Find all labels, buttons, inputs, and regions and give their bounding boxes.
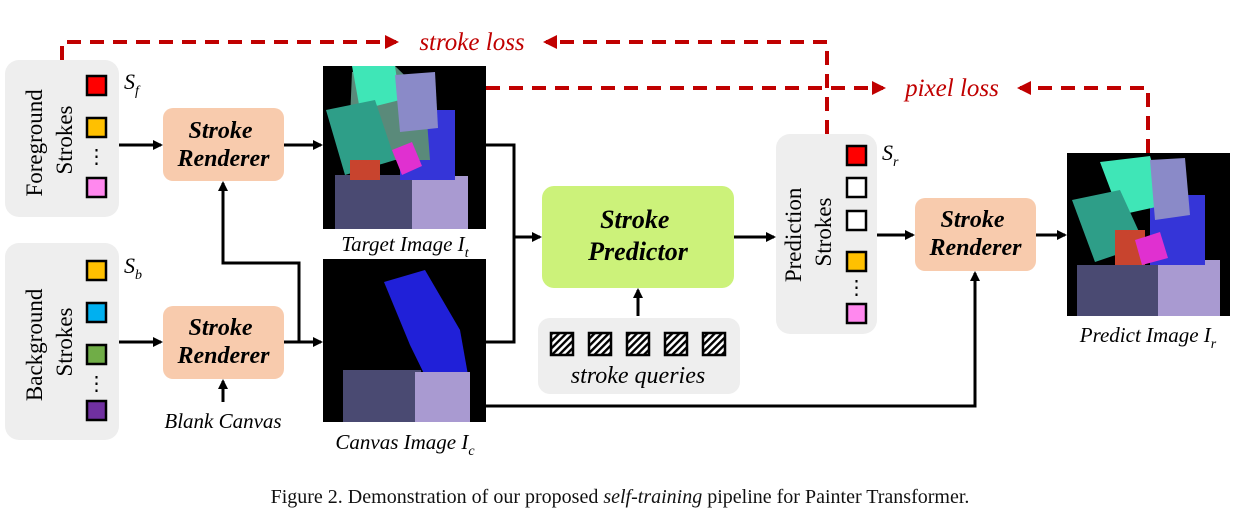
stroke-renderer-bottom-line1: Stroke: [188, 315, 252, 341]
query-token: [701, 331, 727, 357]
prediction-label-line2: Strokes: [811, 197, 836, 266]
background-label-line1: Background: [22, 288, 47, 401]
canvas-image-text: Canvas Image I: [335, 430, 469, 454]
stroke-loss-right-arrow: [543, 35, 829, 134]
caption-after: pipeline for Painter Transformer.: [702, 486, 970, 508]
query-token: [625, 331, 651, 357]
flow-arrows: [119, 140, 1067, 408]
stroke-query-tokens: [549, 331, 727, 357]
stroke-renderer-top-line1: Stroke: [188, 118, 252, 144]
predict-image-text: Predict Image I: [1079, 323, 1212, 347]
canvas-image: [323, 259, 486, 422]
stroke-square-pink: [845, 302, 868, 325]
stroke-renderer-right-label: Stroke Renderer: [929, 207, 1023, 261]
stroke-predictor-box: [542, 186, 734, 288]
stroke-square-pink: [85, 176, 108, 199]
canvas-image-label: Canvas Image Ic: [335, 430, 475, 459]
stroke-renderer-bottom-line2: Renderer: [177, 343, 271, 369]
blank-canvas-label: Blank Canvas: [164, 409, 281, 433]
stroke-loss-label: stroke loss: [419, 29, 524, 56]
pixel-loss-right-arrow: [1017, 81, 1150, 153]
symbol-s-b-sub: b: [135, 268, 142, 283]
canvas-image-sub: c: [468, 444, 475, 459]
stroke-renderer-top-line2: Renderer: [177, 146, 271, 172]
foreground-strokes-label: Foreground Strokes: [22, 83, 77, 196]
background-strokes-label: Background Strokes: [22, 283, 77, 401]
background-panel: [5, 243, 119, 440]
arrow-target-to-predictor: [486, 143, 542, 242]
foreground-label-line2: Strokes: [52, 105, 77, 174]
background-stroke-squares: ⋮: [85, 259, 108, 422]
ellipsis: ⋮: [847, 277, 867, 299]
stroke-renderer-right-line1: Stroke: [940, 207, 1004, 233]
stroke-square-orange: [845, 250, 868, 273]
stroke-renderer-bottom-box: [163, 306, 284, 379]
pipeline-diagram: Foreground Strokes Background Strokes Pr…: [5, 29, 1230, 459]
predict-image-label: Predict Image Ir: [1079, 323, 1217, 352]
stroke-square-blue: [85, 301, 108, 324]
foreground-label-line1: Foreground: [22, 89, 47, 197]
query-token: [587, 331, 613, 357]
stroke-renderer-top-label: Stroke Renderer: [177, 118, 271, 172]
predict-image: [1067, 153, 1230, 316]
stroke-square-empty: [845, 209, 868, 232]
background-label-line2: Strokes: [52, 307, 77, 376]
stroke-square-green: [85, 343, 108, 366]
stroke-renderer-top-box: [163, 108, 284, 181]
target-image-label: Target Image It: [341, 232, 469, 261]
foreground-stroke-squares: ⋮: [85, 74, 108, 199]
stroke-square-orange: [85, 116, 108, 139]
stroke-square-red: [845, 144, 868, 167]
arrow-canvas-to-predictor: [486, 237, 516, 344]
stroke-square-red: [85, 74, 108, 97]
query-token: [549, 331, 575, 357]
pixel-loss-label: pixel loss: [903, 75, 999, 102]
symbol-s-b: Sb: [124, 253, 142, 283]
arrow-canvas-to-right-renderer: [486, 271, 980, 408]
figure-caption: Figure 2. Demonstration of our proposed …: [0, 486, 1240, 509]
ellipsis: ⋮: [87, 373, 107, 395]
predict-image-sub: r: [1211, 337, 1217, 352]
stroke-renderer-bottom-label: Stroke Renderer: [177, 315, 271, 369]
symbol-s-f: Sf: [124, 69, 141, 99]
stroke-square-purple: [85, 399, 108, 422]
symbol-s-f-base: S: [124, 69, 135, 94]
stroke-renderer-right-box: [915, 198, 1036, 271]
symbol-s-r: Sr: [882, 140, 899, 170]
prediction-label-line1: Prediction: [781, 187, 806, 282]
stroke-square-orange: [85, 259, 108, 282]
stroke-predictor-label: Stroke Predictor: [587, 205, 689, 266]
stroke-predictor-line1: Stroke: [600, 205, 669, 234]
loss-arrows: [60, 35, 1150, 153]
stroke-predictor-line2: Predictor: [587, 237, 689, 266]
stroke-queries-label: stroke queries: [571, 363, 705, 389]
query-token: [663, 331, 689, 357]
stroke-square-empty: [845, 176, 868, 199]
caption-italic: self-training: [603, 486, 703, 508]
symbol-s-f-sub: f: [135, 84, 141, 99]
prediction-strokes-label: Prediction Strokes: [781, 182, 836, 282]
symbol-s-r-base: S: [882, 140, 893, 165]
prediction-stroke-squares: ⋮: [845, 144, 868, 325]
caption-before: Figure 2. Demonstration of our proposed: [270, 486, 604, 508]
symbol-s-r-sub: r: [893, 155, 899, 170]
target-image-text: Target Image I: [341, 232, 465, 256]
stroke-loss-left-arrow: [60, 35, 399, 60]
stroke-renderer-right-line2: Renderer: [929, 235, 1023, 261]
target-image: [323, 66, 486, 229]
target-image-sub: t: [465, 246, 470, 261]
symbol-s-b-base: S: [124, 253, 135, 278]
ellipsis: ⋮: [87, 146, 107, 168]
arrow-canvas-feedback: [218, 181, 301, 342]
